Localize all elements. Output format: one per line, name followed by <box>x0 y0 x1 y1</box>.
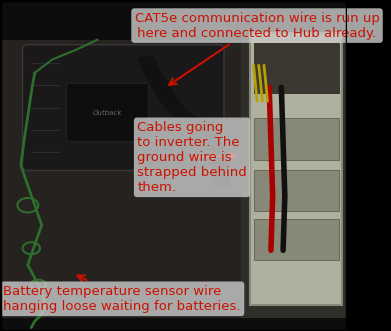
FancyBboxPatch shape <box>23 45 224 170</box>
FancyBboxPatch shape <box>67 83 149 142</box>
FancyBboxPatch shape <box>0 40 241 318</box>
Text: Cables going
to inverter. The
ground wire is
strapped behind
them.: Cables going to inverter. The ground wir… <box>137 121 247 194</box>
FancyBboxPatch shape <box>0 318 347 331</box>
FancyBboxPatch shape <box>254 43 339 93</box>
Text: Outback: Outback <box>93 110 122 116</box>
FancyBboxPatch shape <box>0 0 347 40</box>
FancyBboxPatch shape <box>241 40 347 318</box>
FancyBboxPatch shape <box>254 170 339 211</box>
FancyBboxPatch shape <box>250 33 342 305</box>
Text: CAT5e communication wire is run up
here and connected to Hub already.: CAT5e communication wire is run up here … <box>135 12 380 85</box>
Text: Battery temperature sensor wire
hanging loose waiting for batteries.: Battery temperature sensor wire hanging … <box>4 275 241 313</box>
FancyBboxPatch shape <box>254 219 339 260</box>
FancyBboxPatch shape <box>254 118 339 160</box>
